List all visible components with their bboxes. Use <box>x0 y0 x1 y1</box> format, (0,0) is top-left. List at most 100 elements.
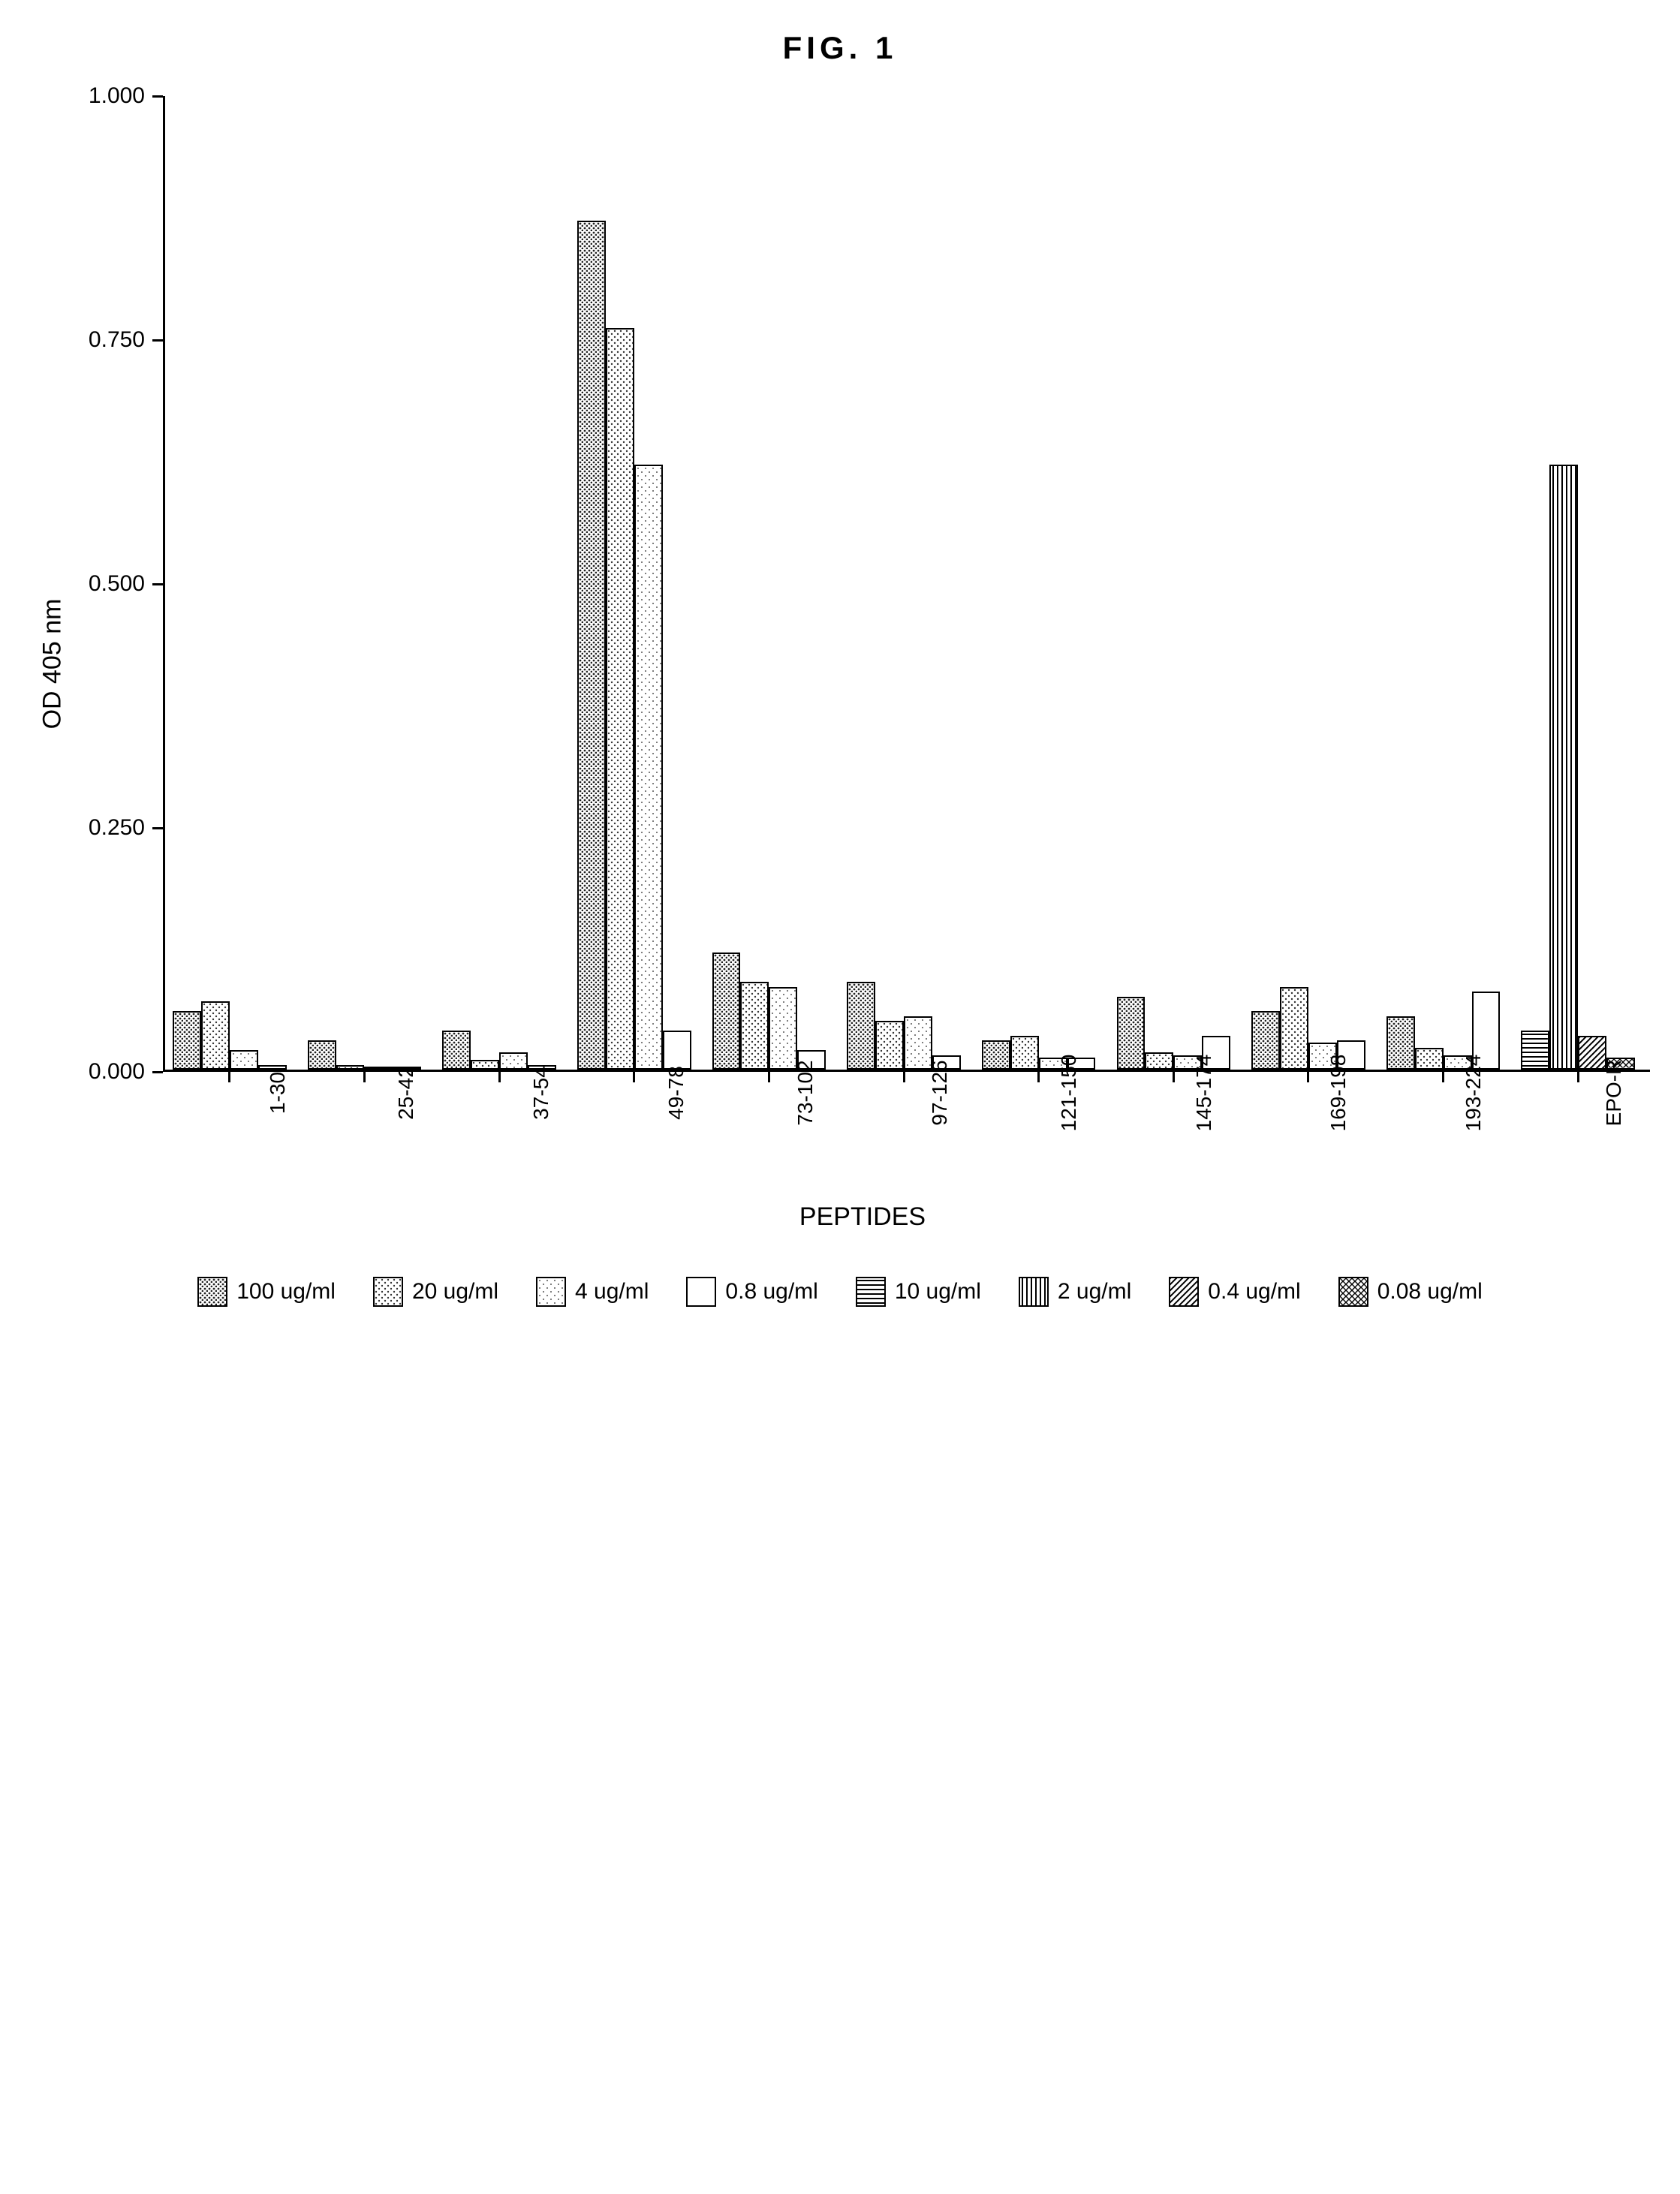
legend-label: 0.8 ug/ml <box>725 1279 817 1305</box>
x-tick-label: 121-150 <box>982 1093 1096 1117</box>
x-labels: 1-3025-4237-5449-7873-10297-126121-15014… <box>165 1082 1650 1117</box>
legend-swatch <box>686 1277 716 1307</box>
x-label-wrap: 1-3025-4237-5449-7873-10297-126121-15014… <box>75 1082 1650 1195</box>
bar <box>1117 997 1146 1070</box>
y-axis: 0.0000.2500.5000.7501.000 <box>75 96 165 1072</box>
bar-group <box>1386 96 1501 1070</box>
bar-group <box>308 96 422 1070</box>
x-tick-label-text: 193-224 <box>1462 1055 1486 1132</box>
bar <box>173 1011 201 1070</box>
bar-group <box>1116 96 1230 1070</box>
bar <box>1010 1036 1039 1070</box>
y-tick-mark <box>152 95 163 98</box>
bar-group <box>847 96 961 1070</box>
legend-item: 0.08 ug/ml <box>1338 1277 1483 1307</box>
bar <box>201 1001 230 1070</box>
y-tick: 0.750 <box>89 327 163 353</box>
bar <box>769 987 797 1070</box>
legend-swatch <box>856 1277 886 1307</box>
x-tick-label: 25-42 <box>308 1093 422 1117</box>
legend-label: 4 ug/ml <box>575 1279 649 1305</box>
y-tick-mark <box>152 583 163 585</box>
y-tick-label: 1.000 <box>89 83 145 109</box>
legend-swatch <box>536 1277 566 1307</box>
y-tick-mark <box>152 339 163 342</box>
chart: OD 405 nm 0.0000.2500.5000.7501.000 1-30… <box>30 96 1650 1232</box>
bar <box>740 982 769 1070</box>
legend-swatch <box>1338 1277 1368 1307</box>
legend-label: 20 ug/ml <box>412 1279 498 1305</box>
bar <box>258 1065 287 1070</box>
x-tick-mark <box>1173 1072 1175 1082</box>
bar-group <box>712 96 826 1070</box>
legend-item: 4 ug/ml <box>536 1277 649 1307</box>
x-tick-label-text: 1-30 <box>266 1072 290 1114</box>
legend-label: 0.4 ug/ml <box>1208 1279 1300 1305</box>
bar-group <box>982 96 1096 1070</box>
x-tick-mark <box>633 1072 635 1082</box>
x-tick-mark <box>1577 1072 1579 1082</box>
legend-item: 10 ug/ml <box>856 1277 981 1307</box>
x-tick-row <box>165 1072 1650 1082</box>
y-tick-label: 0.750 <box>89 327 145 353</box>
legend-label: 10 ug/ml <box>895 1279 981 1305</box>
x-tick-label: 193-224 <box>1386 1093 1501 1117</box>
x-tick-mark <box>498 1072 501 1082</box>
bar-group <box>1251 96 1365 1070</box>
x-tick-mark <box>1442 1072 1444 1082</box>
x-tick-label-text: EPO-R <box>1602 1060 1626 1127</box>
legend-item: 0.4 ug/ml <box>1169 1277 1300 1307</box>
bar <box>1386 1016 1415 1070</box>
y-tick: 1.000 <box>89 83 163 109</box>
bar <box>471 1060 499 1070</box>
plot-row: 0.0000.2500.5000.7501.000 <box>75 96 1650 1072</box>
bar <box>499 1052 528 1070</box>
x-tick-label: 49-78 <box>577 1093 691 1117</box>
legend-swatch <box>373 1277 403 1307</box>
x-tick-label-text: 73-102 <box>793 1060 817 1125</box>
legend-label: 2 ug/ml <box>1058 1279 1131 1305</box>
bar <box>364 1067 393 1070</box>
x-tick-label: 169-198 <box>1251 1093 1365 1117</box>
bar <box>1251 1011 1280 1070</box>
bar-group <box>173 96 287 1070</box>
y-tick-mark <box>152 827 163 829</box>
bar <box>336 1065 365 1070</box>
bar <box>606 328 634 1070</box>
bar <box>308 1040 336 1070</box>
x-tick-mark <box>363 1072 366 1082</box>
legend-label: 0.08 ug/ml <box>1377 1279 1483 1305</box>
bar <box>442 1031 471 1070</box>
legend-label: 100 ug/ml <box>236 1279 336 1305</box>
figure: FIG. 1 OD 405 nm 0.0000.2500.5000.7501.0… <box>30 30 1650 1307</box>
y-tick-mark <box>152 1071 163 1073</box>
y-tick-label: 0.500 <box>89 571 145 597</box>
y-tick: 0.250 <box>89 815 163 841</box>
bar <box>875 1021 904 1070</box>
x-tick-label: 73-102 <box>712 1093 826 1117</box>
y-tick: 0.000 <box>89 1059 163 1085</box>
y-tick-label: 0.250 <box>89 815 145 841</box>
x-tick-mark <box>1037 1072 1040 1082</box>
x-tick-label-text: 97-126 <box>928 1060 952 1125</box>
y-tick-label: 0.000 <box>89 1059 145 1085</box>
plot-column: 0.0000.2500.5000.7501.000 1-3025-4237-54… <box>75 96 1650 1232</box>
y-axis-label-text: OD 405 nm <box>38 599 68 730</box>
x-axis-label: PEPTIDES <box>75 1202 1650 1232</box>
plot-area <box>165 96 1650 1072</box>
y-tick: 0.500 <box>89 571 163 597</box>
x-tick-label-text: 145-174 <box>1192 1055 1216 1132</box>
x-tick-label-text: 25-42 <box>394 1066 418 1120</box>
x-tick-label: 1-30 <box>173 1093 287 1117</box>
x-tick-mark <box>1307 1072 1309 1082</box>
legend-item: 20 ug/ml <box>373 1277 498 1307</box>
legend-item: 2 ug/ml <box>1019 1277 1131 1307</box>
bar <box>982 1040 1010 1070</box>
legend: 100 ug/ml 20 ug/ml 4 ug/ml 0.8 ug/ml 10 ug/m… <box>197 1277 1483 1307</box>
x-tick-label-text: 49-78 <box>664 1066 688 1120</box>
x-tick-label-text: 169-198 <box>1326 1055 1350 1132</box>
x-tick-mark <box>768 1072 770 1082</box>
bar <box>1280 987 1308 1070</box>
legend-swatch <box>1019 1277 1049 1307</box>
bar <box>230 1050 258 1070</box>
